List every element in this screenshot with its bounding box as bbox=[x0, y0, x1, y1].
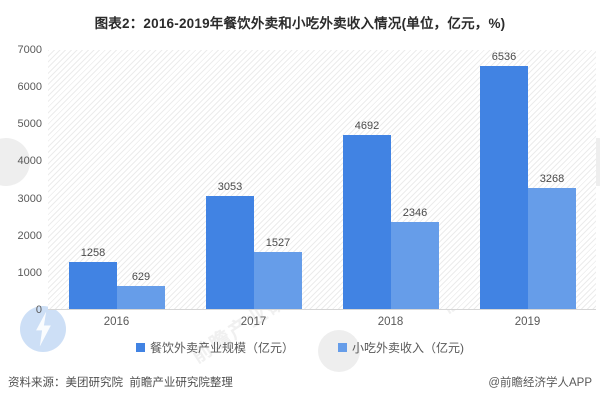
bar-2017-series2 bbox=[254, 252, 302, 309]
bar-value-label: 1527 bbox=[265, 237, 291, 249]
y-tick-label: 7000 bbox=[17, 44, 42, 56]
bar-2017-series1 bbox=[206, 196, 254, 309]
legend-item-series1: 餐饮外卖产业规模（亿元） bbox=[135, 339, 294, 356]
x-tick-label-2018: 2018 bbox=[377, 316, 404, 328]
bar-2018-series2 bbox=[391, 222, 439, 309]
bar-value-label: 4692 bbox=[354, 120, 380, 132]
chart-title: 图表2：2016-2019年餐饮外卖和小吃外卖收入情况(单位，亿元，%) bbox=[94, 16, 506, 31]
bar-2016-series2 bbox=[117, 286, 165, 309]
y-tick-label: 2000 bbox=[17, 229, 42, 242]
y-tick-label: 5000 bbox=[17, 118, 42, 131]
bar-value-label: 1258 bbox=[80, 247, 106, 259]
bar-2019-series1 bbox=[480, 66, 528, 309]
bar-2016-series1 bbox=[69, 262, 117, 309]
legend-swatch-series2 bbox=[338, 343, 347, 352]
footer: 资料来源：美团研究院 前瞻产业研究院整理 @前瞻经济学人APP bbox=[0, 372, 600, 392]
bar-value-label: 6536 bbox=[491, 51, 517, 63]
x-tick-label-2016: 2016 bbox=[103, 316, 130, 328]
y-tick-label: 4000 bbox=[17, 155, 42, 168]
y-tick-label: 3000 bbox=[17, 192, 42, 205]
legend-label-series2: 小吃外卖收入（亿元) bbox=[352, 341, 464, 355]
x-tick-label-2019: 2019 bbox=[514, 316, 541, 328]
x-tick-label-2017: 2017 bbox=[240, 316, 267, 328]
data-source-text: 资料来源：美团研究院 前瞻产业研究院整理 bbox=[8, 377, 233, 389]
legend-label-series1: 餐饮外卖产业规模（亿元） bbox=[149, 341, 294, 355]
legend-swatch-series1 bbox=[135, 343, 145, 352]
bar-2019-series2 bbox=[528, 188, 576, 309]
legend-item-series2: 小吃外卖收入（亿元) bbox=[338, 339, 464, 356]
legend: 餐饮外卖产业规模（亿元） 小吃外卖收入（亿元) bbox=[0, 339, 600, 356]
bar-value-label: 3268 bbox=[539, 173, 565, 185]
bar-value-label: 2346 bbox=[402, 207, 428, 219]
bar-value-label: 629 bbox=[131, 271, 151, 283]
credit-text: @前瞻经济学人APP bbox=[488, 377, 592, 389]
plot-area: 1258 629 3053 1527 4692 2346 6536 3268 bbox=[48, 50, 596, 310]
bar-2018-series1 bbox=[343, 135, 391, 309]
y-tick-label: 0 bbox=[35, 304, 42, 316]
bar-value-label: 3053 bbox=[217, 181, 243, 193]
y-tick-label: 6000 bbox=[17, 81, 42, 94]
y-tick-label: 1000 bbox=[17, 266, 42, 279]
y-axis: 0 1000 2000 3000 4000 5000 6000 7000 bbox=[0, 44, 42, 316]
